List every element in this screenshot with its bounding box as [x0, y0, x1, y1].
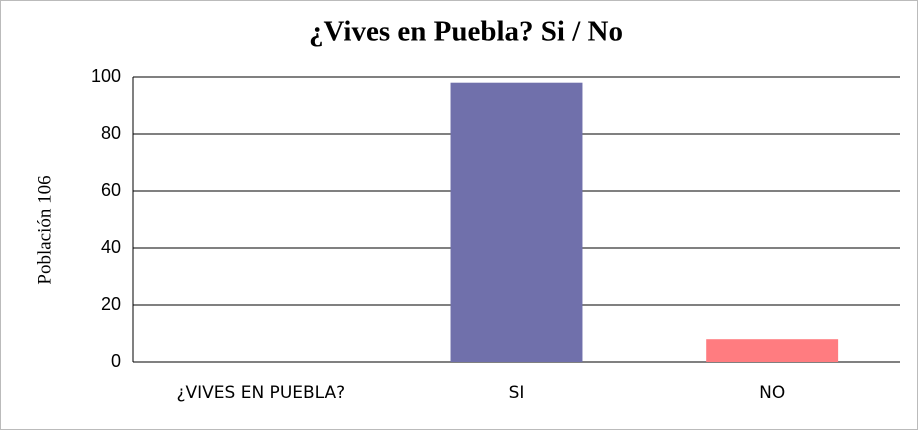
x-tick-label: NO: [759, 383, 785, 403]
y-tick-label: 20: [101, 294, 121, 314]
y-tick-label: 60: [101, 180, 121, 200]
y-axis-label: Población 106: [34, 175, 55, 284]
y-tick-label: 80: [101, 123, 121, 143]
y-tick-label: 40: [101, 237, 121, 257]
bar: [706, 339, 839, 362]
chart-title: ¿Vives en Puebla? Si / No: [309, 16, 623, 48]
bar: [450, 82, 583, 362]
x-tick-label: ¿VIVES EN PUEBLA?: [176, 383, 345, 403]
y-tick-label: 0: [111, 351, 121, 371]
y-tick-label: 100: [91, 66, 121, 86]
x-tick-label: SI: [509, 383, 525, 403]
